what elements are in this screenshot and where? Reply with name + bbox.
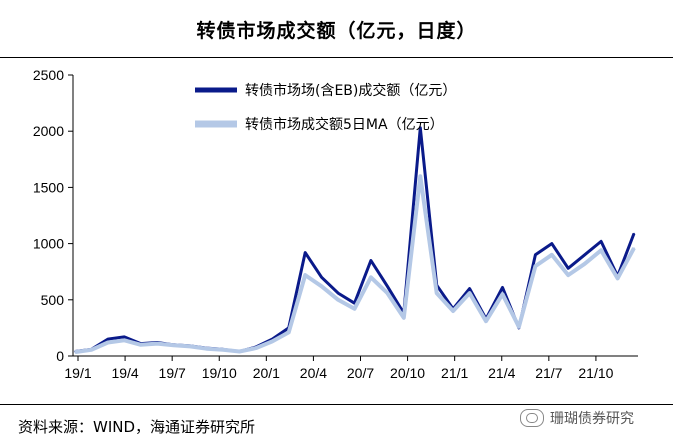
legend-label-daily: 转债市场场(含EB)成交额（亿元）	[245, 82, 456, 99]
data-point-daily	[337, 292, 339, 294]
data-point-ma5	[583, 263, 586, 265]
title-bar: 转债市场成交额（亿元，日度）	[0, 0, 673, 60]
data-point-ma5	[534, 265, 537, 267]
data-point-daily	[468, 287, 471, 290]
data-point-daily	[633, 232, 635, 235]
data-point-ma5	[222, 349, 224, 351]
data-point-daily	[551, 242, 553, 245]
data-point-daily	[386, 285, 389, 288]
watermark: 珊瑚债券研究	[520, 408, 634, 428]
data-point-daily	[501, 286, 504, 289]
data-point-ma5	[600, 249, 602, 252]
wechat-icon	[520, 409, 544, 427]
y-tick-label: 500	[41, 292, 65, 308]
data-point-ma5	[518, 326, 520, 328]
data-point-ma5	[304, 274, 307, 276]
data-point-ma5	[123, 339, 126, 342]
data-point-ma5	[452, 310, 454, 312]
data-point-ma5	[370, 276, 372, 279]
y-tick-label: 2000	[33, 123, 64, 139]
watermark-text: 珊瑚债券研究	[550, 411, 634, 427]
y-tick-label: 0	[56, 348, 64, 364]
data-point-daily	[600, 240, 602, 243]
data-point-ma5	[485, 320, 487, 323]
x-tick-label: 19/1	[64, 365, 91, 381]
data-point-ma5	[271, 340, 274, 343]
data-point-ma5	[189, 345, 191, 348]
series-line-ma5	[74, 174, 636, 355]
data-point-daily	[123, 336, 126, 338]
data-point-ma5	[205, 347, 208, 350]
data-point-ma5	[107, 341, 109, 344]
data-point-ma5	[633, 247, 635, 249]
chart-title: 转债市场成交额（亿元，日度）	[196, 20, 477, 42]
x-tick-label: 21/1	[441, 365, 468, 381]
data-point-daily	[107, 338, 109, 340]
x-tick-label: 19/7	[159, 365, 186, 381]
data-point-daily	[567, 267, 569, 270]
series-layer	[74, 126, 636, 355]
data-point-ma5	[551, 254, 553, 256]
x-tick-label: 19/10	[202, 365, 237, 381]
data-point-daily	[304, 251, 307, 254]
data-point-ma5	[403, 317, 405, 319]
data-point-daily	[534, 254, 537, 256]
data-point-ma5	[74, 351, 76, 353]
x-tick-label: 21/4	[488, 365, 515, 381]
series-line-daily	[74, 126, 636, 353]
top-divider	[0, 57, 673, 58]
data-point-ma5	[353, 308, 356, 310]
data-point-ma5	[238, 350, 241, 353]
data-point-ma5	[386, 292, 389, 294]
data-point-daily	[353, 302, 356, 305]
data-point-ma5	[255, 347, 257, 349]
data-point-ma5	[337, 299, 339, 301]
x-tick-label: 21/10	[578, 365, 613, 381]
chart-axes: 0 500 1000 1500 2000 2500 19/1 19/4 19/7 19/10 20/…	[33, 67, 638, 381]
source-note: 资料来源：WIND，海通证券研究所	[18, 418, 256, 436]
x-tick-label: 19/4	[111, 365, 138, 381]
data-point-ma5	[567, 274, 569, 276]
data-point-ma5	[419, 175, 422, 177]
x-tick-label: 20/1	[253, 365, 280, 381]
x-tick-label: 20/10	[390, 365, 425, 381]
data-point-ma5	[435, 292, 438, 294]
legend-label-ma5: 转债市场成交额5日MA（亿元）	[245, 116, 444, 133]
data-point-daily	[583, 254, 586, 256]
x-tick-label: 20/7	[347, 365, 374, 381]
data-point-ma5	[616, 277, 619, 280]
data-point-daily	[419, 127, 422, 129]
data-point-daily	[320, 276, 323, 279]
data-point-ma5	[90, 349, 93, 351]
x-tick-label: 20/4	[300, 365, 327, 381]
legend: 转债市场场(含EB)成交额（亿元） 转债市场成交额5日MA（亿元）	[195, 82, 456, 133]
data-point-ma5	[172, 344, 175, 347]
data-point-ma5	[468, 292, 471, 294]
y-tick-label: 1000	[33, 236, 64, 252]
data-point-ma5	[140, 344, 142, 346]
data-point-ma5	[501, 293, 504, 296]
data-point-ma5	[287, 331, 290, 334]
data-point-daily	[370, 259, 372, 262]
data-point-ma5	[156, 342, 158, 345]
y-tick-label: 1500	[33, 179, 64, 195]
bottom-divider	[0, 404, 673, 405]
y-tick-label: 2500	[33, 67, 64, 83]
x-tick-label: 21/7	[535, 365, 562, 381]
data-point-ma5	[320, 285, 323, 288]
